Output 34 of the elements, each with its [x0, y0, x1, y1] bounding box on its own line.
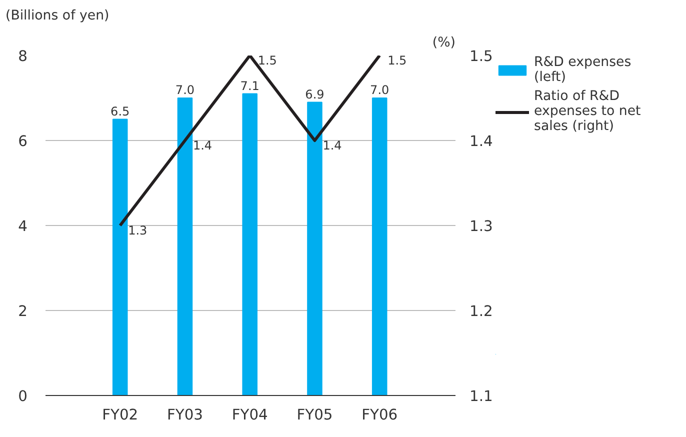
data-label: 6.5: [110, 104, 130, 118]
data-label: 1.3: [128, 224, 148, 238]
x-tick-label: FY03: [166, 406, 204, 424]
data-label: 1.4: [322, 138, 342, 152]
y-tick-label: 0: [18, 388, 28, 405]
legend-label: R&D expenses (left): [534, 55, 632, 85]
y2-tick-label: 1.1: [470, 388, 493, 405]
data-label: 1.5: [258, 54, 277, 68]
x-tick-label: FY04: [232, 406, 268, 424]
data-label: 1.5: [388, 54, 407, 68]
y2-tick-label: 1.2: [470, 303, 493, 320]
bar: [242, 93, 258, 396]
y2-axis-title: (%): [432, 36, 456, 50]
y2-tick-label: 1.4: [470, 133, 493, 150]
y-axis-title: (Billions of yen): [6, 8, 110, 24]
bar: [372, 98, 388, 396]
bar: [112, 118, 128, 396]
data-label: 1.4: [192, 138, 212, 152]
data-label: 7.1: [240, 78, 260, 93]
bar: [177, 98, 193, 396]
data-label: 7.0: [175, 83, 195, 97]
y2-tick-label: 1.5: [470, 48, 493, 65]
x-tick-label: FY02: [102, 406, 138, 424]
y-tick-label: 6: [18, 133, 28, 150]
legend-label: Ratio of R&D expenses to net sales (right): [534, 89, 641, 134]
data-label: 6.9: [305, 87, 324, 102]
x-tick-label: FY05: [296, 406, 333, 424]
y-tick-label: 4: [18, 218, 28, 235]
y2-tick-label: 1.3: [470, 218, 493, 235]
bar: [307, 102, 322, 396]
x-tick-label: FY06: [362, 406, 398, 424]
y-tick-label: 2: [18, 303, 28, 320]
data-label: 7.0: [370, 83, 390, 97]
y-tick-label: 8: [18, 48, 28, 65]
